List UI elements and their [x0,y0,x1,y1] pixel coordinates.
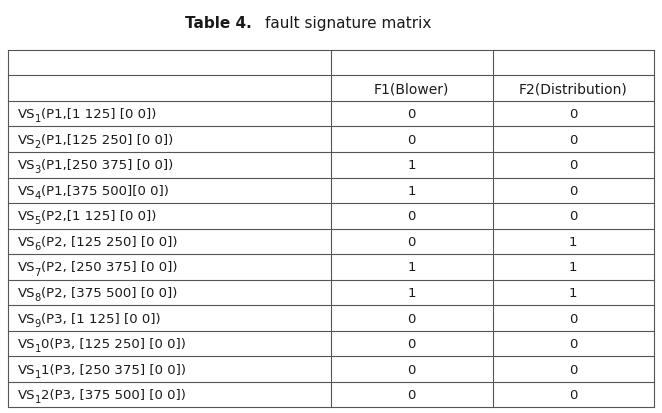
Text: VS: VS [18,235,35,248]
Text: 0: 0 [569,312,577,325]
Text: (P2, [250 375] [0 0]): (P2, [250 375] [0 0]) [41,261,177,274]
Text: Table 4.: Table 4. [185,16,252,31]
Text: 1: 1 [34,369,41,379]
Text: 0: 0 [408,210,416,223]
Text: 1: 1 [34,114,41,124]
Text: 1(P3, [250 375] [0 0]): 1(P3, [250 375] [0 0]) [41,363,186,376]
Text: 0: 0 [408,235,416,248]
Text: VS: VS [18,261,35,274]
Text: 1: 1 [408,159,416,172]
Text: 1: 1 [408,184,416,197]
Text: VS: VS [18,133,35,146]
Text: 1: 1 [408,286,416,299]
Text: 9: 9 [34,318,40,328]
Text: fault signature matrix: fault signature matrix [265,16,432,31]
Text: 1: 1 [34,394,41,404]
Text: 3: 3 [34,165,40,175]
Text: 0: 0 [569,159,577,172]
Text: 6: 6 [34,242,40,252]
Text: 0: 0 [408,388,416,401]
Text: VS: VS [18,286,35,299]
Text: 0: 0 [569,363,577,376]
Text: 2(P3, [375 500] [0 0]): 2(P3, [375 500] [0 0]) [41,388,186,401]
Text: VS: VS [18,337,35,350]
Text: 8: 8 [34,292,40,302]
Text: VS: VS [18,363,35,376]
Text: 1: 1 [408,261,416,274]
Text: VS: VS [18,312,35,325]
Text: 0: 0 [569,108,577,121]
Text: (P1,[250 375] [0 0]): (P1,[250 375] [0 0]) [41,159,173,172]
Text: (P1,[375 500][0 0]): (P1,[375 500][0 0]) [41,184,169,197]
Text: (P1,[1 125] [0 0]): (P1,[1 125] [0 0]) [41,108,156,121]
Text: 1: 1 [569,235,577,248]
Text: VS: VS [18,184,35,197]
Text: 1: 1 [569,261,577,274]
Text: (P2, [375 500] [0 0]): (P2, [375 500] [0 0]) [41,286,177,299]
Text: VS: VS [18,388,35,401]
Text: 0: 0 [408,312,416,325]
Text: (P1,[125 250] [0 0]): (P1,[125 250] [0 0]) [41,133,173,146]
Text: 0: 0 [569,388,577,401]
Text: 0: 0 [408,108,416,121]
Text: (P2,[1 125] [0 0]): (P2,[1 125] [0 0]) [41,210,156,223]
Text: 0: 0 [569,184,577,197]
Text: 0: 0 [569,133,577,146]
Text: 0: 0 [408,337,416,350]
Text: 0: 0 [408,363,416,376]
Text: 4: 4 [34,190,40,200]
Text: VS: VS [18,210,35,223]
Text: 0: 0 [569,337,577,350]
Text: F1(Blower): F1(Blower) [374,82,449,96]
Text: (P3, [1 125] [0 0]): (P3, [1 125] [0 0]) [41,312,161,325]
Text: VS: VS [18,108,35,121]
Text: 2: 2 [34,140,40,150]
Text: 1: 1 [34,343,41,354]
Text: 5: 5 [34,216,40,226]
Text: 7: 7 [34,267,40,277]
Text: (P2, [125 250] [0 0]): (P2, [125 250] [0 0]) [41,235,177,248]
Text: VS: VS [18,159,35,172]
Text: 0(P3, [125 250] [0 0]): 0(P3, [125 250] [0 0]) [41,337,186,350]
Text: 1: 1 [569,286,577,299]
Text: F2(Distribution): F2(Distribution) [519,82,628,96]
Text: 0: 0 [569,210,577,223]
Text: 0: 0 [408,133,416,146]
